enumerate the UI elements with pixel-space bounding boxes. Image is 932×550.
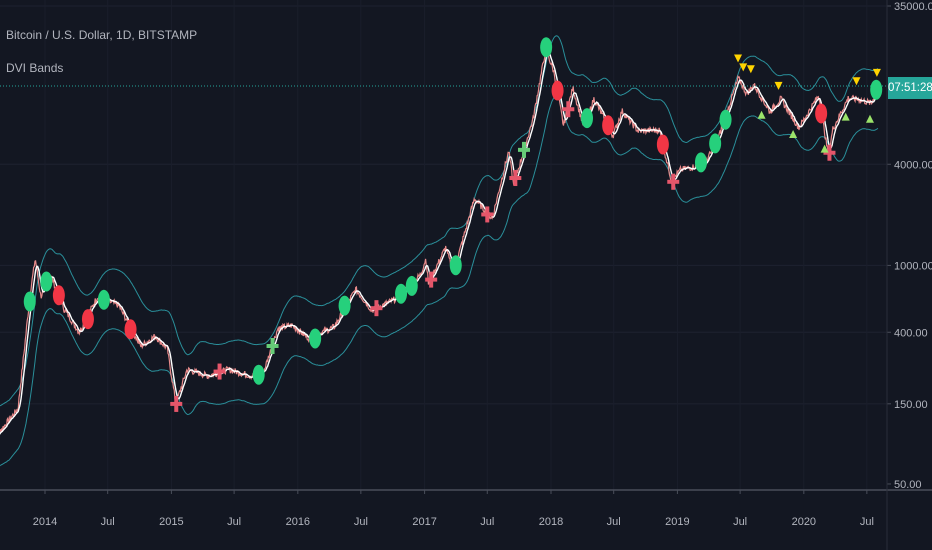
signal-up-marker: [757, 110, 766, 119]
bull-circle-marker: [694, 152, 707, 173]
bear-cross-marker: [823, 144, 836, 161]
bull-circle-marker: [97, 289, 110, 310]
bull-circle-marker: [395, 283, 408, 304]
y-tick-label: 35000.00: [894, 1, 932, 13]
signal-down-marker: [852, 77, 861, 86]
cross-h: [509, 176, 522, 181]
signal-down-marker: [746, 65, 755, 74]
bear-cross-marker: [425, 271, 438, 288]
x-tick-label: 2020: [792, 516, 816, 528]
cross-h: [481, 212, 494, 217]
bear-cross-marker: [509, 170, 522, 187]
bear-cross-marker: [370, 300, 383, 317]
bear-circle-marker: [52, 285, 65, 306]
signal-down-marker: [872, 68, 881, 77]
symbol-title: Bitcoin / U.S. Dollar, 1D, BITSTAMP: [6, 28, 198, 42]
bull-circle-marker: [449, 255, 462, 276]
bull-circle-marker: [540, 37, 553, 58]
signal-up-marker: [841, 112, 850, 121]
signal-down-marker: [774, 81, 783, 90]
cross-h: [517, 147, 530, 152]
bull-circle-marker: [709, 133, 722, 154]
x-tick-label: Jul: [101, 516, 115, 528]
x-tick-label: Jul: [480, 516, 494, 528]
x-tick-label: 2014: [33, 516, 57, 528]
cross-h: [170, 401, 183, 406]
lower-band: [0, 95, 879, 467]
bear-cross-marker: [170, 395, 183, 412]
bull-circle-marker: [40, 271, 53, 292]
bear-circle-marker: [656, 134, 669, 155]
bull-circle-marker: [252, 364, 265, 385]
bull-circle-marker: [719, 109, 732, 130]
bear-circle-marker: [551, 80, 564, 101]
bull-circle-marker: [23, 291, 36, 312]
bear-cross-marker: [213, 363, 226, 380]
cross-h: [667, 179, 680, 184]
bull-circle-marker: [405, 275, 418, 296]
price-line: [0, 46, 879, 433]
upper-band: [0, 35, 879, 407]
x-tick-label: Jul: [607, 516, 621, 528]
y-tick-label: 1000.00: [894, 260, 932, 272]
bear-circle-marker: [124, 319, 137, 340]
countdown-label: 07:51:28: [888, 77, 932, 99]
x-tick-label: 2016: [286, 516, 310, 528]
signal-down-marker: [739, 63, 748, 72]
bull-circle-marker: [338, 295, 351, 316]
x-tick-label: Jul: [860, 516, 874, 528]
y-tick-label: 150.00: [894, 399, 928, 411]
x-tick-label: 2017: [412, 516, 436, 528]
y-tick-label: 50.00: [894, 479, 922, 491]
x-tick-label: Jul: [354, 516, 368, 528]
cross-h: [213, 369, 226, 374]
bear-circle-marker: [81, 309, 94, 330]
bear-cross-marker: [562, 101, 575, 118]
x-tick-label: Jul: [227, 516, 241, 528]
cross-h: [823, 150, 836, 155]
signal-down-marker: [734, 54, 743, 63]
indicator-label[interactable]: DVI Bands: [6, 61, 64, 75]
signal-up-marker: [865, 114, 874, 123]
bear-cross-marker: [481, 206, 494, 223]
bull-circle-marker: [581, 108, 594, 129]
bear-circle-marker: [602, 115, 615, 136]
cross-h: [370, 306, 383, 311]
dvi-line: [0, 51, 879, 435]
cross-h: [425, 277, 438, 282]
signal-up-marker: [820, 144, 829, 153]
bull-circle-marker: [309, 328, 322, 349]
bull-circle-marker: [870, 79, 883, 100]
x-tick-label: Jul: [733, 516, 747, 528]
bull-cross-marker: [266, 338, 279, 355]
bear-circle-marker: [815, 103, 828, 124]
cross-h: [562, 107, 575, 112]
bear-cross-marker: [667, 173, 680, 190]
x-tick-label: 2018: [539, 516, 563, 528]
signal-up-marker: [789, 130, 798, 139]
y-tick-label: 4000.00: [894, 159, 932, 171]
y-tick-label: 400.00: [894, 327, 928, 339]
cross-h: [266, 344, 279, 349]
x-tick-label: 2019: [665, 516, 689, 528]
bull-cross-marker: [517, 141, 530, 158]
x-tick-label: 2015: [159, 516, 183, 528]
